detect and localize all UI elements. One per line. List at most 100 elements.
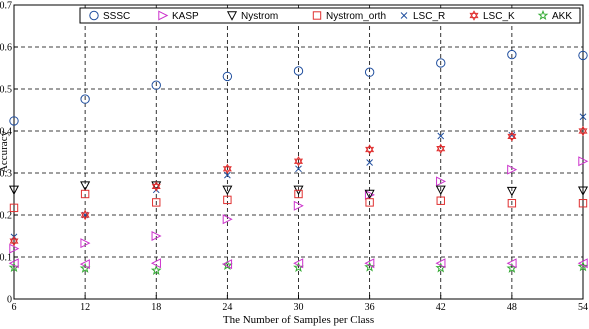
point-kasp: [436, 176, 447, 187]
x-tick-label: 12: [80, 302, 90, 313]
x-axis-label: The Number of Samples per Class: [223, 314, 374, 326]
point-sssc: [578, 50, 588, 61]
legend-entry-akk: AKK: [537, 9, 572, 22]
x-tick-label: 42: [436, 302, 446, 313]
y-axis-label: Accuracy: [0, 130, 10, 173]
point-lsc-k: [151, 181, 161, 192]
legend-label-akk: AKK: [552, 11, 572, 22]
point-nystrom-orth: [578, 199, 588, 208]
x-tick-label: 48: [507, 302, 517, 313]
x-tick-label: 36: [365, 302, 375, 313]
point-kasp: [507, 164, 518, 175]
legend-marker-sssc: [89, 10, 99, 21]
series-sssc: [9, 49, 588, 126]
point-sssc: [364, 67, 375, 77]
legend-entry-sssc: SSSC: [89, 10, 130, 22]
point-lsc-r: [366, 159, 373, 166]
point-lsc-k: [293, 156, 304, 167]
point-lsc-r: [579, 113, 587, 121]
point-akk: [293, 261, 304, 273]
point-lsc-k: [507, 131, 517, 142]
legend-label-lsc-r: LSC_R: [413, 11, 445, 22]
point-akk: [577, 261, 589, 272]
point-lsc-k: [80, 209, 90, 221]
legend-label-lsc-k: LSC_K: [483, 11, 515, 22]
point-lsc-r: [437, 132, 445, 140]
point-kasp: [9, 243, 20, 254]
point-lsc-k: [9, 235, 19, 247]
point-akk: [364, 261, 375, 272]
y-tick-label: 0.5: [0, 85, 12, 96]
legend-marker-nystrom-orth: [312, 11, 322, 20]
legend-label-sssc: SSSC: [103, 11, 130, 22]
point-nystrom-orth: [223, 195, 232, 205]
legend-marker-akk: [537, 9, 549, 21]
x-tick-label: 18: [151, 302, 161, 313]
point-nystrom: [435, 185, 446, 196]
point-akk: [150, 264, 162, 275]
point-nystrom: [80, 181, 91, 191]
point-nystrom-orth: [152, 198, 161, 207]
point-nystrom-orth: [436, 196, 445, 205]
point-akk: [79, 262, 91, 273]
x-tick-label: 24: [222, 302, 232, 313]
y-tick-label: 0.4: [0, 127, 12, 138]
point-nystrom-orth: [365, 198, 374, 207]
legend-label-nystrom-orth: Nystrom_orth: [326, 11, 386, 22]
point-k-means: [577, 258, 588, 269]
point-sssc: [151, 80, 161, 90]
point-nystrom: [506, 186, 517, 197]
legend-marker-lsc-k: [469, 10, 479, 21]
legend-marker-nystrom: [226, 11, 238, 21]
point-sssc: [80, 94, 90, 104]
point-k-means: [150, 258, 161, 269]
point-sssc: [507, 49, 517, 60]
series-lsc-k: [9, 125, 588, 247]
point-k-means: [435, 258, 446, 269]
point-k-means: [506, 258, 517, 269]
legend-entry-kasp: KASP: [158, 10, 199, 22]
y-tick-label: 0.1: [0, 253, 12, 264]
point-lsc-k: [436, 143, 446, 154]
point-kasp: [222, 214, 233, 225]
point-lsc-r: [295, 165, 302, 173]
legend: SSSC KASP Nystrom Nystrom_orth LSC_R LSC_K AKK…: [79, 7, 589, 24]
series-k-means: [8, 258, 588, 270]
series-nystrom-orth: [9, 189, 588, 213]
y-tick-label: 0: [7, 295, 12, 306]
point-nystrom-orth: [507, 199, 517, 208]
legend-box: [79, 7, 581, 24]
axis-ticks: 6 12 18 24 30 36 42 48 54 0 0.1 0.2 0.3 0.4 0.5 0.6 0.7: [0, 1, 588, 314]
data-points: [8, 49, 589, 275]
y-tick-label: 0.3: [0, 169, 12, 180]
point-sssc: [9, 116, 19, 126]
series-kasp: [9, 156, 589, 254]
point-lsc-k: [365, 144, 375, 155]
point-k-means: [293, 258, 304, 269]
point-kasp: [80, 238, 91, 249]
point-nystrom-orth: [9, 203, 19, 213]
x-tick-label: 30: [294, 302, 304, 313]
point-kasp: [151, 230, 162, 242]
point-nystrom: [222, 185, 233, 196]
grid: [14, 5, 583, 299]
legend-label-kasp: KASP: [172, 11, 199, 22]
point-k-means: [222, 259, 233, 270]
point-lsc-r: [224, 171, 231, 179]
y-tick-label: 0.6: [0, 43, 12, 54]
y-tick-label: 0.2: [0, 211, 12, 222]
point-nystrom-orth: [80, 189, 90, 199]
point-akk: [8, 261, 20, 273]
legend-label-nystrom: Nystrom: [241, 11, 278, 22]
legend-entry-nystrom-orth: Nystrom_orth: [312, 11, 386, 22]
point-k-means: [79, 259, 90, 270]
x-tick-label: 54: [578, 302, 588, 313]
y-tick-label: 0.7: [0, 1, 12, 12]
x-tick-label: 6: [12, 302, 17, 313]
legend-entry-nystrom: Nystrom: [226, 11, 278, 22]
point-sssc: [222, 71, 233, 82]
legend-marker-kasp: [158, 10, 169, 21]
point-kasp: [364, 189, 375, 200]
point-nystrom: [577, 186, 589, 196]
point-sssc: [293, 66, 304, 76]
